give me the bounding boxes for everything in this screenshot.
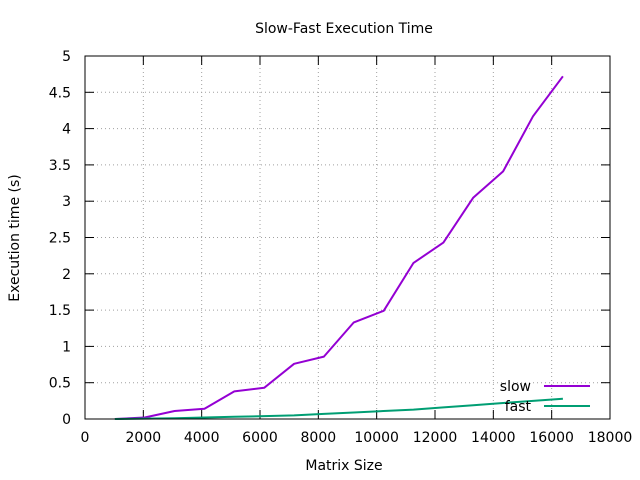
grid-lines	[85, 56, 610, 419]
series-line-fast	[114, 397, 563, 420]
y-tick-label: 1.5	[49, 303, 71, 319]
legend-label-slow: slow	[500, 379, 531, 395]
x-tick-label: 0	[81, 430, 90, 446]
plot-frame	[84, 55, 611, 420]
y-tick-label: 1	[62, 339, 71, 355]
y-tick-label: 3.5	[49, 158, 71, 174]
y-tick-label: 2.5	[49, 231, 71, 247]
y-tick-label: 4	[62, 122, 71, 138]
legend-label-fast: fast	[505, 399, 532, 415]
y-tick-label: 2	[62, 267, 71, 283]
x-tick-label: 12000	[413, 430, 458, 446]
x-tick-label: 6000	[242, 430, 278, 446]
y-tick-label: 0	[62, 412, 71, 428]
y-tick-label: 3	[62, 194, 71, 210]
y-tick-label: 0.5	[49, 376, 71, 392]
y-tick-label: 4.5	[49, 85, 71, 101]
x-tick-label: 14000	[471, 430, 516, 446]
x-tick-label: 2000	[126, 430, 162, 446]
x-tick-label: 8000	[301, 430, 337, 446]
series-line-slow	[114, 75, 564, 420]
x-tick-label: 10000	[354, 430, 399, 446]
legend: slow fast	[500, 379, 590, 415]
chart-title: Slow-Fast Execution Time	[255, 21, 433, 37]
series-lines	[114, 75, 564, 420]
axis-ticks: 0 0.5 1 1.5 2 2.5 3 3.5 4 4.5 5 0 2000 4000 6000 8000 10…	[49, 49, 633, 446]
y-axis-label: Execution time (s)	[7, 174, 23, 301]
x-tick-label: 16000	[529, 430, 574, 446]
y-tick-label: 5	[62, 49, 71, 65]
x-axis-label: Matrix Size	[305, 458, 382, 474]
x-tick-label: 4000	[184, 430, 220, 446]
x-tick-label: 18000	[588, 430, 633, 446]
